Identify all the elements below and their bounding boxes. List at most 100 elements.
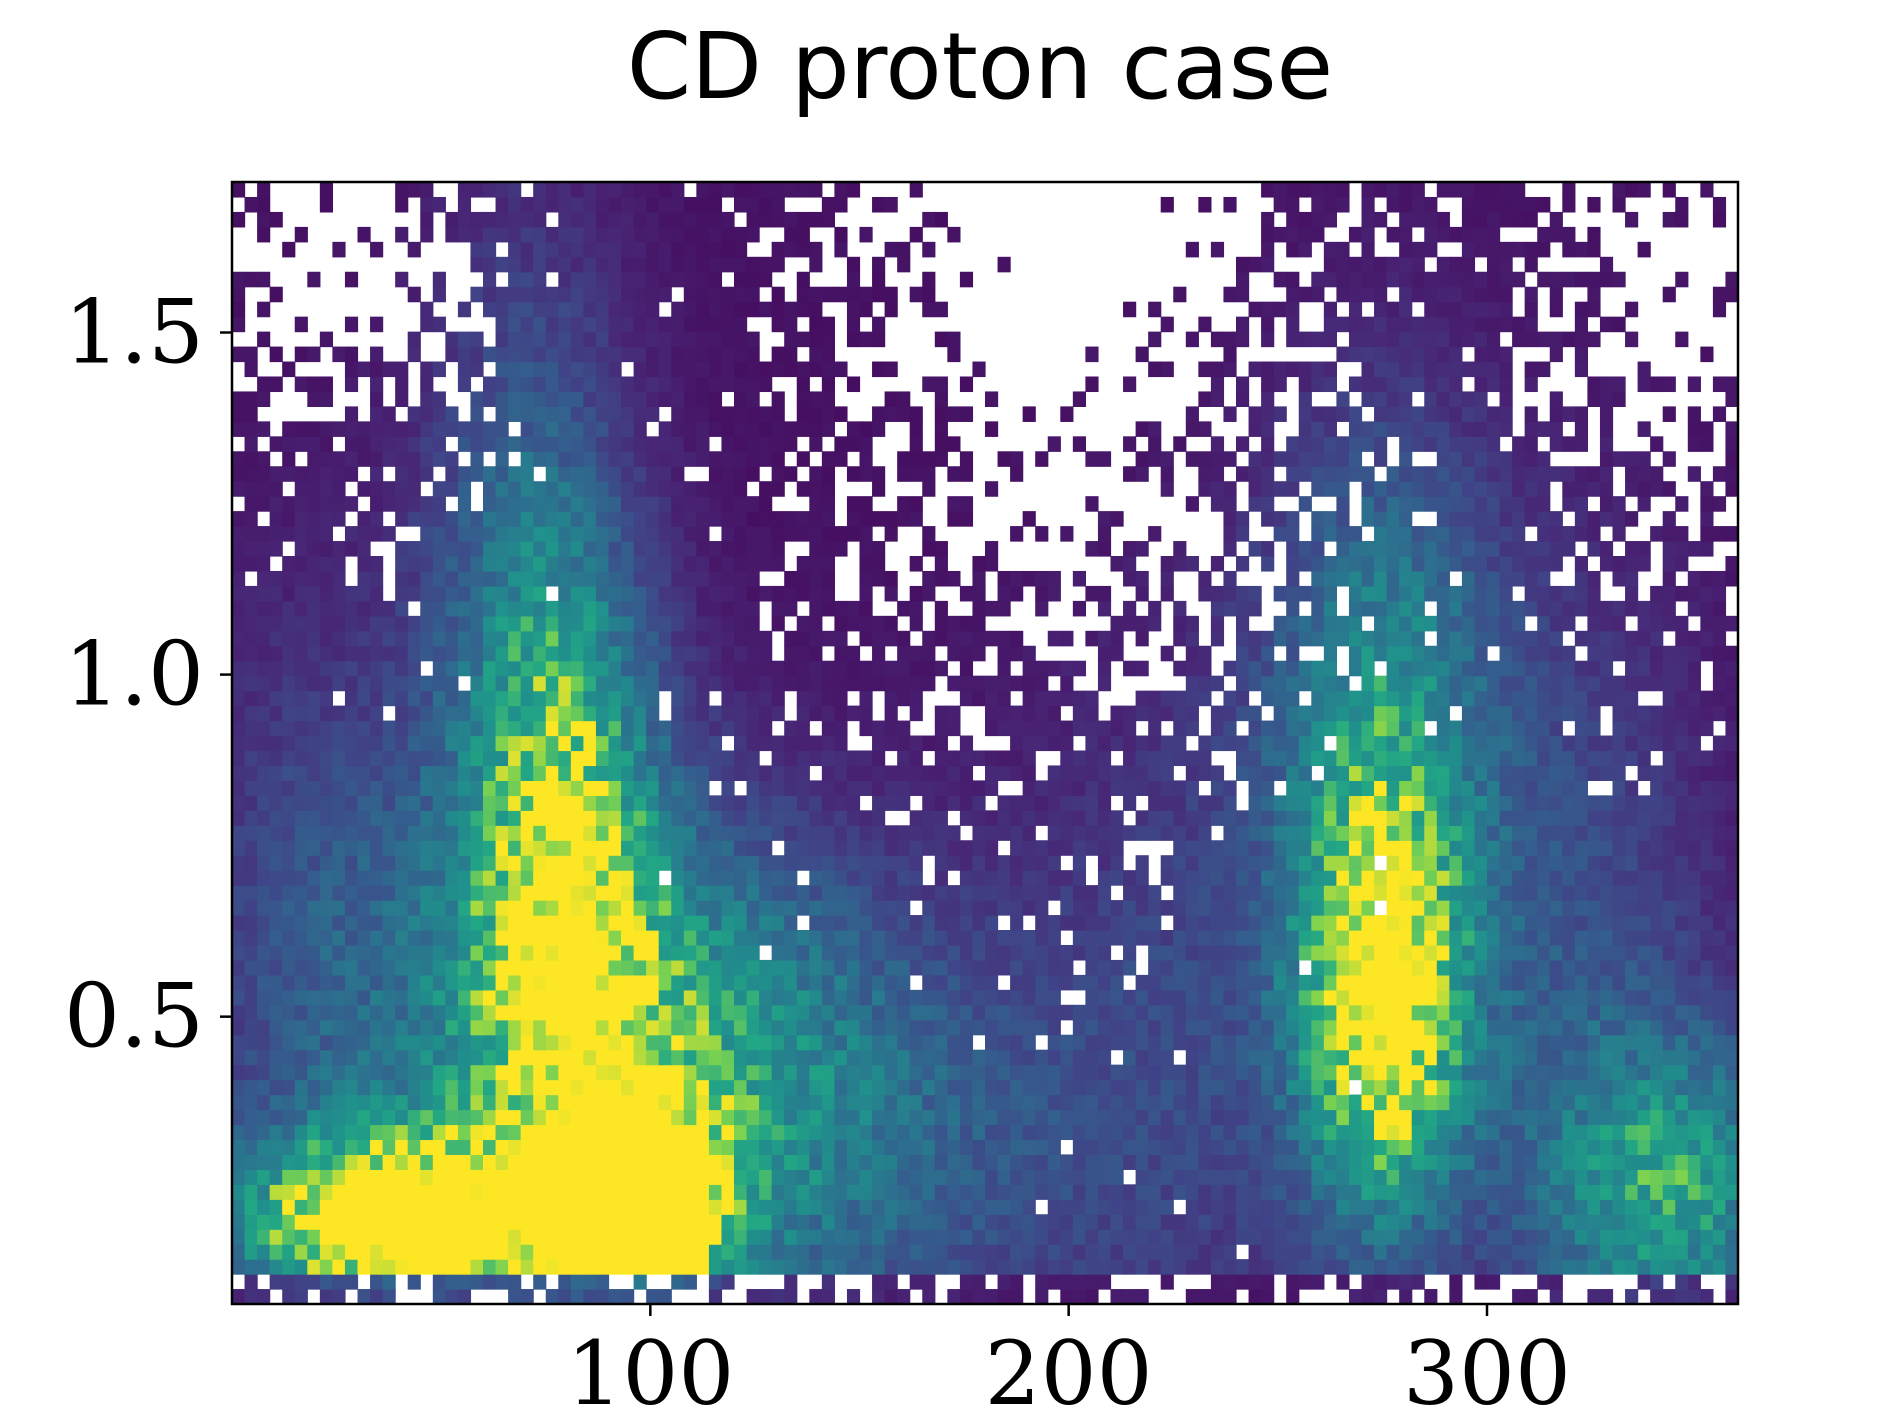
heatmap-cell [1587,1079,1601,1096]
heatmap-cell [1236,1004,1250,1021]
heatmap-cell [319,1199,333,1215]
heatmap-cell [972,1169,986,1185]
heatmap-cell [897,1244,911,1260]
heatmap-cell [1512,959,1526,976]
heatmap-cell [1499,1079,1513,1096]
heatmap-cell [872,1154,886,1170]
heatmap-cell [1198,690,1212,707]
heatmap-cell [1411,795,1425,811]
heatmap-cell [1273,765,1287,781]
heatmap-cell [1650,1289,1664,1305]
heatmap-cell [1085,1004,1099,1021]
heatmap-cell [483,825,497,841]
heatmap-cell [934,1079,948,1096]
heatmap-cell [1348,750,1363,767]
heatmap-cell [1097,735,1112,752]
heatmap-cell [483,1004,497,1021]
heatmap-cell [671,1124,685,1141]
heatmap-cell [708,1274,723,1290]
heatmap-cell [784,1109,798,1126]
heatmap-cell [621,1244,635,1260]
heatmap-cell [1148,705,1162,722]
heatmap-cell [332,705,346,722]
heatmap-cell [721,1124,735,1141]
heatmap-cell [319,645,333,662]
heatmap-cell [1599,660,1614,677]
heatmap-cell [1487,1154,1501,1170]
heatmap-cell [1549,1274,1563,1290]
heatmap-cell [1185,989,1199,1006]
heatmap-cell [1725,1199,1739,1215]
heatmap-cell [1449,900,1463,916]
heatmap-cell [1499,900,1513,916]
heatmap-cell [834,855,848,871]
heatmap-cell [1072,825,1086,841]
heatmap-cell [1261,660,1275,677]
heatmap-cell [370,1169,384,1185]
heatmap-cell [1411,765,1425,781]
heatmap-cell [1210,1199,1225,1215]
heatmap-cell [1361,840,1375,856]
heatmap-cell [1612,915,1626,931]
heatmap-cell [1173,1214,1187,1230]
heatmap-cell [407,900,421,916]
heatmap-cell [1474,1259,1488,1275]
heatmap-cell [1273,1079,1287,1096]
heatmap-cell [633,1229,647,1245]
heatmap-cell [382,810,396,826]
heatmap-cell [1612,944,1626,961]
heatmap-cell [1072,930,1086,946]
heatmap-cell [1273,1109,1287,1126]
heatmap-cell [545,1139,559,1155]
heatmap-cell [508,1034,522,1051]
heatmap-cell [922,1109,936,1126]
heatmap-cell [294,1004,308,1021]
heatmap-cell [445,870,459,886]
heatmap-cell [683,675,697,692]
heatmap-cell [972,840,986,856]
heatmap-cell [232,645,246,662]
heatmap-cell [483,1034,497,1051]
heatmap-cell [1097,1139,1112,1155]
heatmap-cell [470,645,484,662]
heatmap-cell [1436,1124,1450,1141]
heatmap-cell [570,810,584,826]
heatmap-cell [696,900,710,916]
heatmap-cell [545,1259,559,1275]
heatmap-cell [1449,1244,1463,1260]
heatmap-cell [1725,1079,1739,1096]
heatmap-cell [1449,989,1463,1006]
heatmap-cell [533,780,547,796]
heatmap-cell [1499,1094,1513,1111]
heatmap-cell [985,1094,999,1111]
heatmap-cell [1587,1019,1601,1036]
heatmap-cell [583,765,597,781]
heatmap-cell [721,1109,735,1126]
heatmap-cell [897,780,911,796]
heatmap-cell [470,1034,484,1051]
heatmap-cell [282,765,296,781]
heatmap-cell [985,1199,999,1215]
heatmap-cell [520,944,534,961]
heatmap-cell [621,915,635,931]
heatmap-cell [282,630,296,647]
heatmap-cell [608,900,622,916]
heatmap-cell [746,810,760,826]
heatmap-cell [1374,1199,1388,1215]
heatmap-cell [1110,840,1124,856]
heatmap-cell [1687,735,1701,752]
heatmap-cell [1160,870,1174,886]
heatmap-cell [784,660,798,677]
heatmap-cell [1185,690,1199,707]
heatmap-cell [357,1214,371,1230]
heatmap-cell [771,944,785,961]
heatmap-cell [796,1109,810,1126]
heatmap-cell [1612,885,1626,901]
heatmap-cell [1022,1139,1036,1155]
heatmap-cell [922,1034,936,1051]
heatmap-cell [859,780,873,796]
heatmap-cell [846,959,861,976]
heatmap-cell [1198,1229,1212,1245]
heatmap-cell [859,870,873,886]
heatmap-cell [357,840,371,856]
